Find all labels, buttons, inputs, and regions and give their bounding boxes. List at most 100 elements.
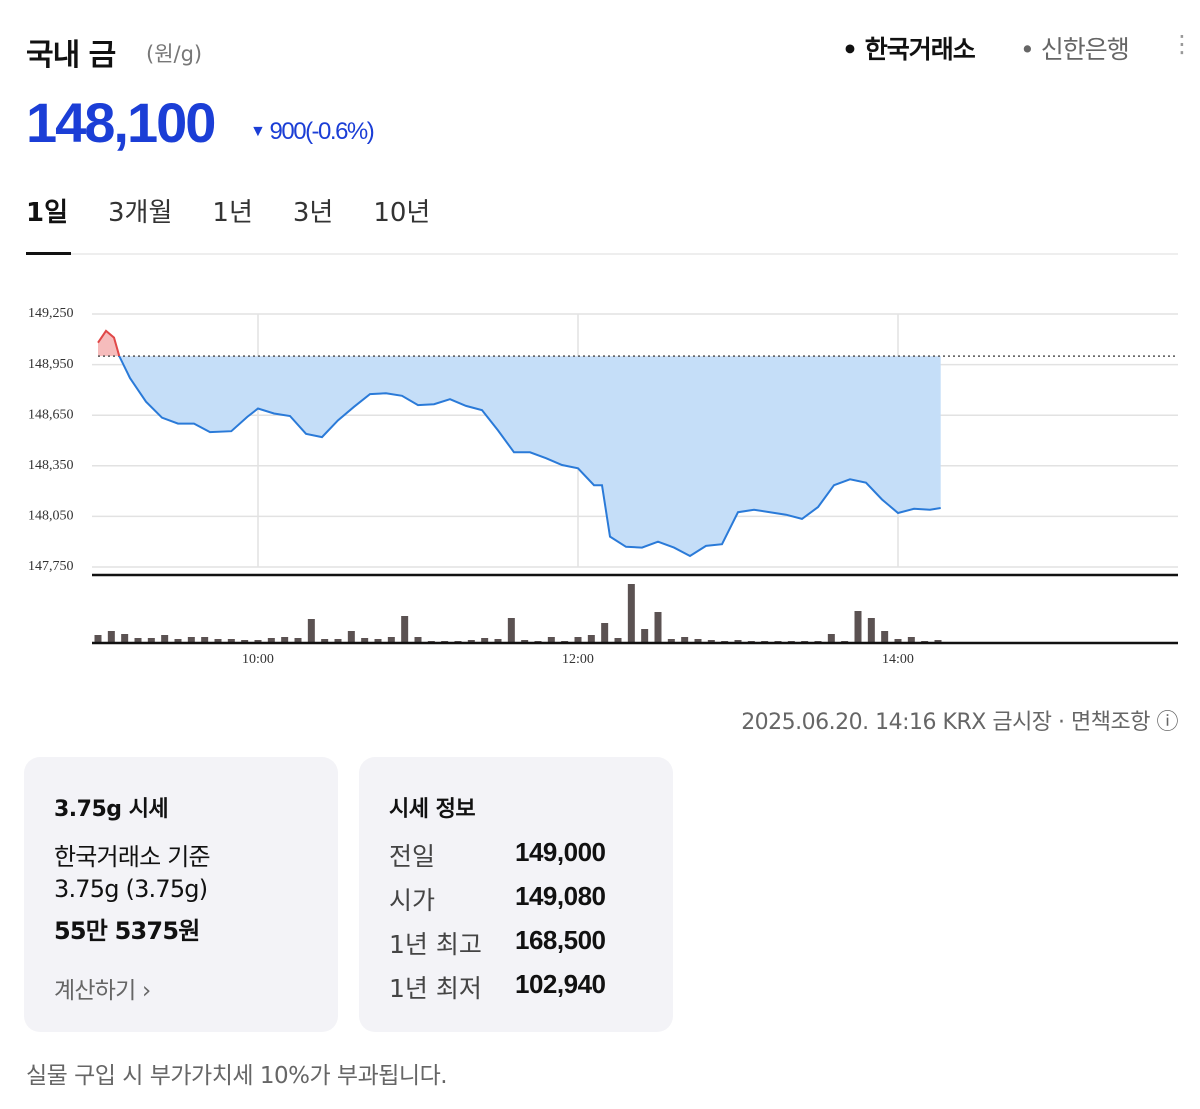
y-tick-label: 149,250 [28,306,74,321]
card-weight: 3.75g (3.75g) [54,875,208,903]
volume-bar [601,623,609,643]
card-basis: 한국거래소 기준 [54,843,211,871]
volume-bar [641,629,649,643]
volume-bar [334,639,342,643]
volume-bar [227,639,235,643]
volume-bar [507,618,515,643]
volume-bar [107,631,115,643]
period-tab[interactable]: 1일 [26,198,69,228]
market: KRX 금시장 [942,710,1053,735]
volume-bar [214,639,222,643]
active-tab-indicator [26,252,71,255]
source-option[interactable]: • 한국거래소 [842,35,976,64]
timestamp: 2025.06.20. 14:16 [741,710,937,735]
period-tab[interactable]: 10년 [373,198,431,228]
period-tab[interactable]: 1년 [212,198,253,228]
price: 148,100 [26,91,216,154]
volume-bar [321,639,329,643]
volume-bar [174,639,182,643]
info-row: 1년 최저 102,940 [389,969,606,1005]
calculate-link[interactable]: 계산하기 › [54,978,151,1004]
info-label: 1년 최저 [389,974,482,1003]
y-tick-label: 148,950 [28,357,74,372]
volume-bar [281,637,289,643]
volume-bar [347,631,355,643]
volume-bar [361,638,369,643]
volume-bar [187,637,195,643]
volume-bar [934,640,942,643]
price-line-below [118,356,941,558]
volume-bar [547,637,555,643]
calculate-label: 계산하기 [54,978,136,1004]
y-tick-label: 148,650 [28,407,74,422]
volume-bar [694,639,702,643]
info-row: 시가 149,080 [389,881,606,917]
unit-price-card: 3.75g 시세 한국거래소 기준 3.75g (3.75g) 55만 5375… [24,757,338,1032]
volume-bar [401,616,409,643]
volume-bar [574,637,582,643]
more-menu[interactable]: ⋮ [1170,30,1194,58]
volume-bar [654,612,662,643]
volume-bar [827,634,835,643]
change-amount: 900 [269,118,307,145]
source-label: 신한은행 [1040,35,1130,64]
period-tabs: 1일 3개월 1년 3년 10년 [26,192,430,229]
disclaimer-link[interactable]: 면책조항 [1071,710,1150,735]
volume-bar [121,634,129,643]
period-tab[interactable]: 3년 [292,198,334,228]
volume-bar [467,640,475,643]
area-fill-above [98,330,120,357]
source-option[interactable]: • 신한은행 [1020,35,1130,64]
volume-bar [134,638,142,643]
tab-divider [26,253,1178,255]
x-tick-label: 14:00 [882,652,914,667]
volume-bar [867,618,875,643]
info-value: 102,940 [515,969,606,999]
price-change: ▼ 900(-0.6%) [250,118,375,145]
volume-bar [147,638,155,643]
volume-bar [494,639,502,643]
volume-bar [267,638,275,643]
source-label: 한국거래소 [864,35,976,64]
volume-bar [94,635,102,643]
volume-bar [681,637,689,643]
volume-bar [614,638,622,643]
volume-bar [387,637,395,643]
info-label: 1년 최고 [389,930,482,959]
volume-bar [894,639,902,643]
info-label: 전일 [389,842,436,871]
volume-bar [854,611,862,643]
info-row: 1년 최고 168,500 [389,925,606,961]
info-value: 149,000 [515,837,606,867]
card-title: 시세 정보 [389,797,476,822]
card-title: 3.75g 시세 [54,797,169,822]
unit: (원/g) [146,42,203,66]
footer-note: 실물 구입 시 부가가치세 10%가 부과됩니다. [26,1063,448,1089]
card-price: 55만 5375원 [54,917,200,945]
info-row: 전일 149,000 [389,837,606,873]
volume-bar [307,619,315,643]
change-percent: (-0.6%) [305,118,375,145]
title: 국내 금 [26,38,116,73]
volume-bar [734,640,742,643]
meta-info: 2025.06.20. 14:16 KRX 금시장 · 면책조항 ⓘ [741,710,1178,735]
volume-bar [907,637,915,643]
volume-bar [667,639,675,643]
volume-bar [294,638,302,643]
area-fill-below [98,356,941,556]
volume-bar [161,635,169,643]
info-label: 시가 [389,886,436,915]
info-value: 168,500 [515,925,606,955]
period-tab[interactable]: 3개월 [108,198,173,228]
volume-bar [374,639,382,643]
volume-bar [201,637,209,643]
volume-bar [707,640,715,643]
x-tick-label: 12:00 [562,652,594,667]
volume-bar [587,635,595,643]
volume-bar [254,640,262,643]
y-tick-label: 148,050 [28,509,74,524]
info-value: 149,080 [515,881,606,911]
y-tick-label: 148,350 [28,458,74,473]
volume-bar [481,638,489,643]
